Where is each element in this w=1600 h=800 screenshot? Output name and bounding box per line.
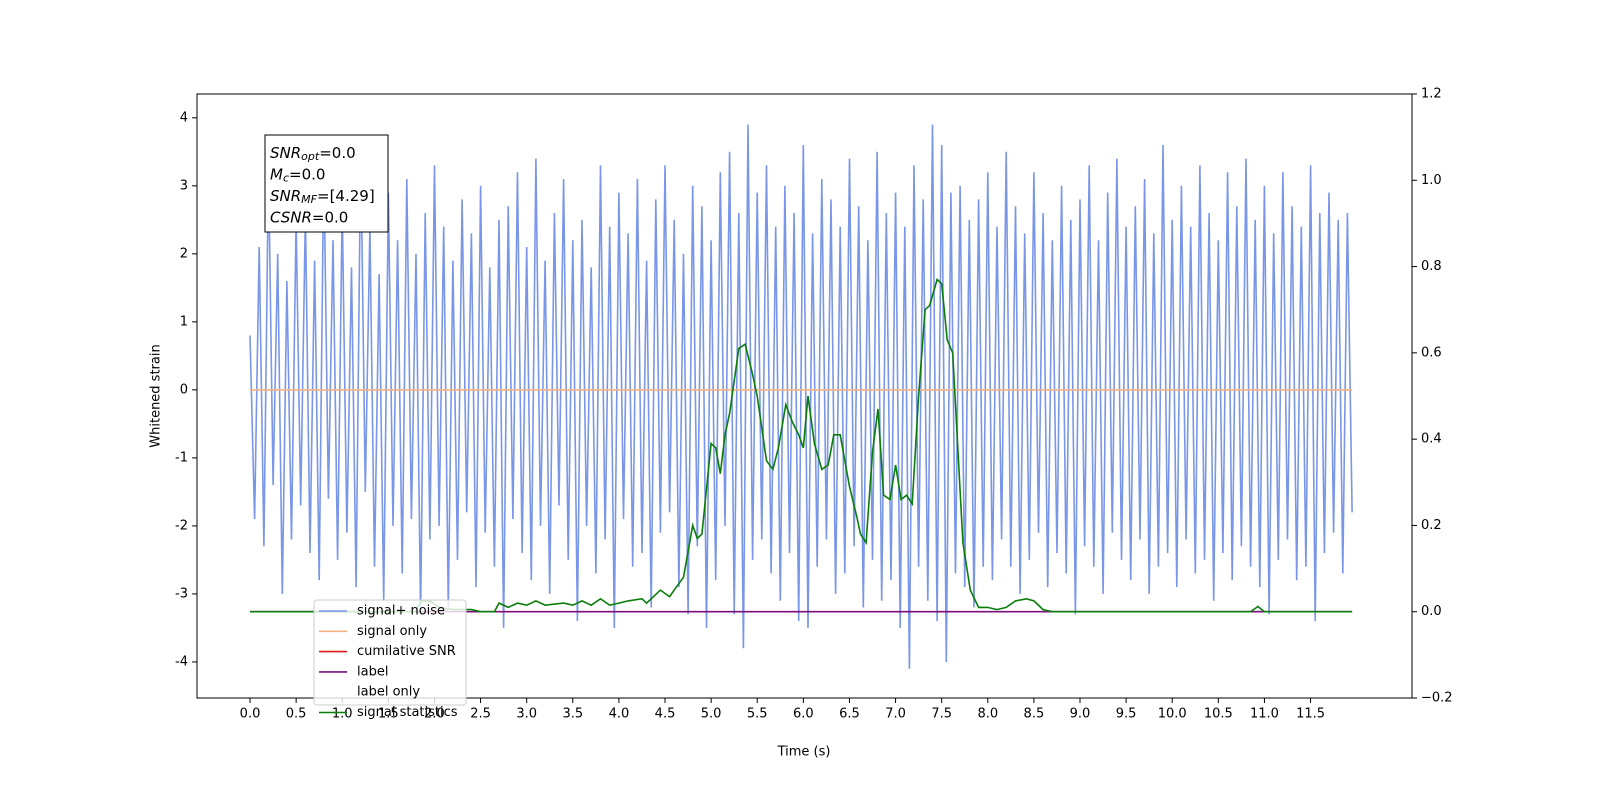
x-tick-label: 8.5 [1024,707,1045,722]
y-tick-label: -2 [175,518,188,533]
y-tick-label: -1 [175,450,188,465]
legend-label: label only [357,685,420,700]
legend-label: cumilative SNR [357,644,456,659]
y2-tick-label: 0.0 [1421,604,1442,619]
annotation-text: =0.0 [312,208,348,226]
y-tick-label: 0 [180,382,188,397]
x-tick-label: 9.0 [1070,707,1091,722]
annotation-base: CSNR [270,208,312,226]
x-tick-label: 5.5 [747,707,768,722]
annotation-text: =[4.29] [317,187,375,205]
y-tick-label: -3 [175,586,188,601]
x-axis-label: Time (s) [777,745,831,760]
x-tick-label: 4.5 [655,707,676,722]
annotation-base: SNR [270,144,301,162]
x-tick-label: 1.5 [378,707,399,722]
legend-label: signal statistics [357,705,458,720]
y2-tick-label: 1.0 [1421,173,1442,188]
y2-tick-label: −0.2 [1421,691,1453,706]
x-tick-label: 5.0 [701,707,722,722]
y-axis-label: Whitened strain [149,344,164,447]
y2-tick-label: 0.8 [1421,259,1442,274]
y2-tick-label: 0.6 [1421,345,1442,360]
y-tick-label: 4 [180,110,188,125]
legend-label: signal only [357,624,427,639]
y2-tick-label: 0.4 [1421,432,1442,447]
data-line [250,278,1353,613]
x-tick-label: 0.5 [286,707,307,722]
x-tick-label: 7.5 [931,707,952,722]
annotation-line: CSNR=0.0 [270,208,348,226]
annotation-base: SNR [270,187,301,205]
annotation-line: Mc=0.0 [270,165,325,185]
x-tick-label: 0.0 [240,707,261,722]
x-tick-label: 10.5 [1204,707,1233,722]
y-tick-label: 3 [180,178,188,193]
x-tick-label: 8.0 [977,707,998,722]
annotation-sub: c [283,172,289,185]
annotation-box [264,134,389,233]
x-tick-label: 11.0 [1250,707,1279,722]
y2-tick-label: 0.2 [1421,518,1442,533]
x-tick-label: 6.0 [793,707,814,722]
x-tick-label: 2.0 [424,707,445,722]
y-tick-label: -4 [175,654,188,669]
y2-tick-label: 1.2 [1421,87,1442,102]
x-tick-label: 3.5 [562,707,583,722]
x-tick-label: 1.0 [332,707,353,722]
x-tick-label: 4.0 [609,707,630,722]
data-line [249,124,1353,669]
x-tick-label: 9.5 [1116,707,1137,722]
x-tick-label: 2.5 [470,707,491,722]
annotation-sub: MF [301,193,317,206]
y-tick-label: 1 [180,314,188,329]
x-tick-label: 10.0 [1158,707,1187,722]
x-tick-label: 11.5 [1296,707,1325,722]
legend-label: signal+ noise [357,604,445,619]
plot-frame [196,93,1413,699]
annotation-sub: opt [301,150,320,163]
x-tick-label: 3.0 [516,707,537,722]
annotation-text: =0.0 [289,165,325,183]
legend-box [313,599,467,706]
x-tick-label: 7.0 [885,707,906,722]
y-tick-label: 2 [180,246,188,261]
annotation-line: SNRopt=0.0 [270,144,356,164]
annotation-line: SNRMF=[4.29] [270,187,375,207]
annotation-base: M [270,165,283,183]
legend-label: label [357,664,388,679]
x-tick-label: 6.5 [839,707,860,722]
annotation-text: =0.0 [319,144,355,162]
